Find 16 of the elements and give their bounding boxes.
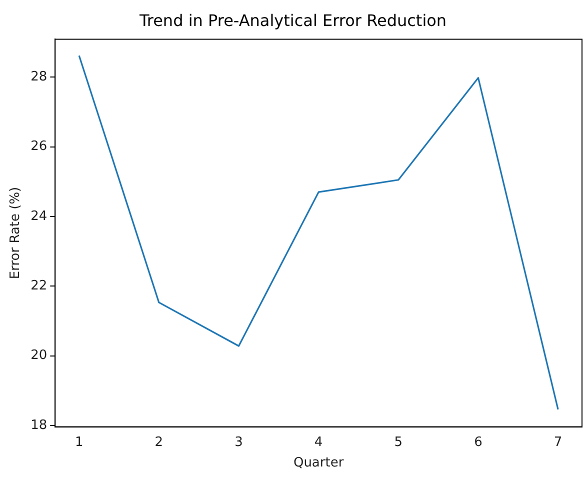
x-tick-label: 5: [394, 434, 403, 450]
y-axis-title: Error Rate (%): [8, 186, 24, 280]
y-tick-label: 18: [30, 418, 48, 433]
x-tick-label: 1: [74, 434, 84, 450]
y-tick-label: 22: [30, 278, 48, 294]
chart-title: Trend in Pre-Analytical Error Reduction: [138, 10, 447, 30]
y-tick-label: 28: [30, 70, 48, 85]
x-axis-title: Quarter: [293, 456, 344, 471]
x-tick-label: 4: [314, 434, 323, 450]
x-tick-label: 7: [554, 434, 562, 450]
x-tick-label: 2: [154, 434, 164, 450]
x-tick-label: 3: [234, 434, 243, 450]
x-tick-label: 6: [474, 434, 482, 450]
y-tick-label: 26: [30, 139, 48, 154]
y-tick-label: 20: [30, 348, 48, 364]
y-tick-label: 24: [30, 208, 48, 224]
